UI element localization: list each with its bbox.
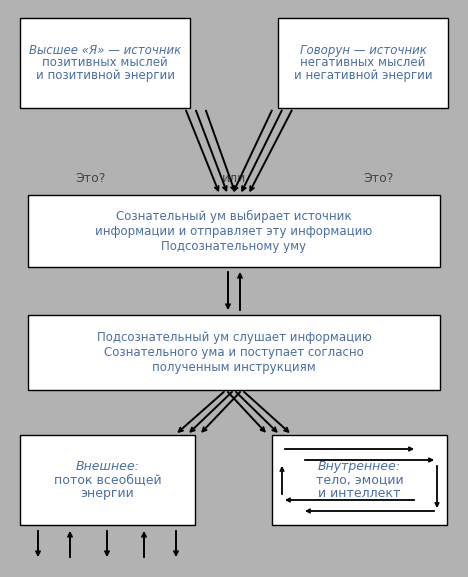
Text: позитивных мыслей: позитивных мыслей xyxy=(42,57,168,69)
FancyBboxPatch shape xyxy=(278,18,448,108)
Text: Подсознательный ум слушает информацию
Сознательного ума и поступает согласно
пол: Подсознательный ум слушает информацию Со… xyxy=(96,331,372,374)
Text: Это?: Это? xyxy=(363,171,393,185)
Text: Внутреннее:: Внутреннее: xyxy=(318,460,401,474)
Text: негативных мыслей: негативных мыслей xyxy=(300,57,426,69)
Text: Внешнее:: Внешнее: xyxy=(75,460,139,474)
Text: и интеллект: и интеллект xyxy=(318,486,401,500)
FancyBboxPatch shape xyxy=(28,315,440,390)
Text: и негативной энергии: и негативной энергии xyxy=(294,69,432,82)
Text: энергии: энергии xyxy=(80,486,134,500)
FancyBboxPatch shape xyxy=(272,435,447,525)
Text: и позитивной энергии: и позитивной энергии xyxy=(36,69,175,82)
Text: Говорун — источник: Говорун — источник xyxy=(300,44,426,57)
Text: или: или xyxy=(222,171,246,185)
Text: тело, эмоции: тело, эмоции xyxy=(316,474,403,486)
FancyBboxPatch shape xyxy=(20,18,190,108)
Text: Высшее «Я» — источник: Высшее «Я» — источник xyxy=(29,44,181,57)
Text: поток всеобщей: поток всеобщей xyxy=(54,474,161,486)
Text: Это?: Это? xyxy=(75,171,105,185)
FancyBboxPatch shape xyxy=(28,195,440,267)
FancyBboxPatch shape xyxy=(20,435,195,525)
Text: Сознательный ум выбирает источник
информации и отправляет эту информацию
Подсозн: Сознательный ум выбирает источник информ… xyxy=(95,209,373,253)
